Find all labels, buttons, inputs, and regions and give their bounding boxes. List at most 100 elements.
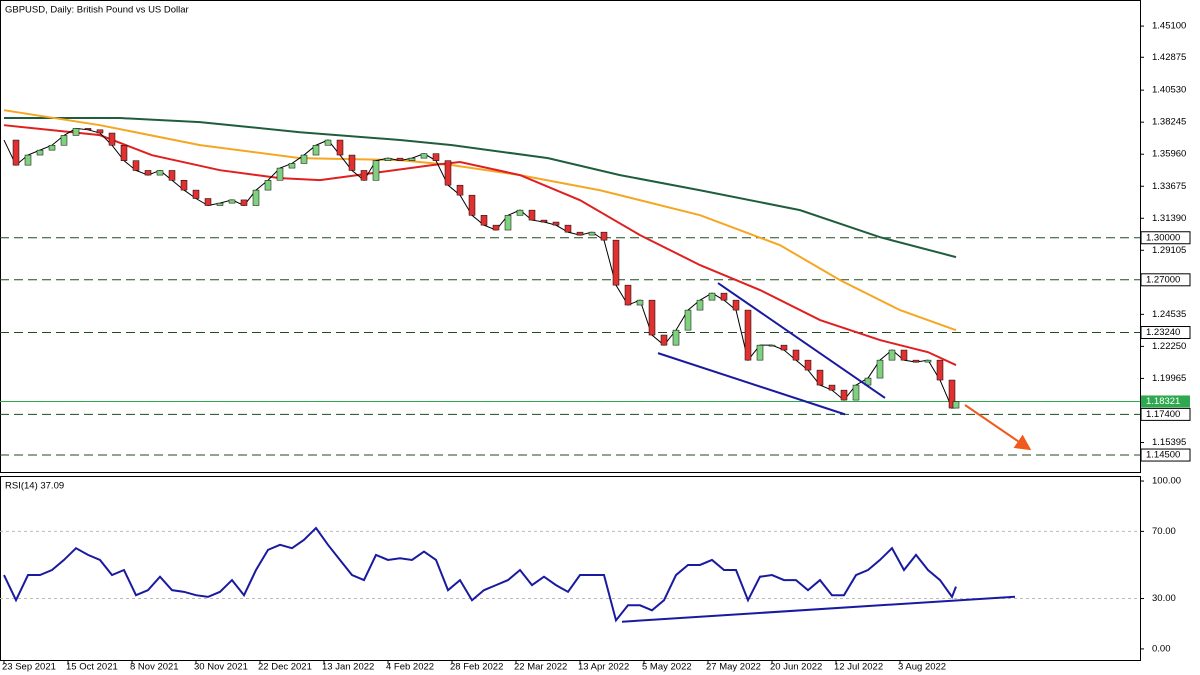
trendline <box>657 352 846 416</box>
x-tick-label: 30 Nov 2021 <box>194 662 248 673</box>
candle <box>372 160 380 181</box>
candle <box>180 180 188 191</box>
candle <box>396 157 404 161</box>
candle <box>804 359 812 371</box>
moving-average <box>3 124 957 366</box>
candle <box>48 144 56 151</box>
candle <box>672 329 680 346</box>
level-box <box>1140 448 1191 462</box>
panel-title: GBPUSD, Daily: British Pound vs US Dolla… <box>5 5 189 16</box>
candle <box>36 149 44 156</box>
level-box <box>1140 273 1191 287</box>
candle <box>276 167 284 181</box>
candle <box>144 170 152 176</box>
candle <box>468 194 476 216</box>
candle <box>264 180 272 191</box>
y-tick-label: 1.35960 <box>1152 149 1186 160</box>
candle <box>312 144 320 156</box>
y-tick-label: 0.00 <box>1152 643 1171 654</box>
x-tick-label: 8 Nov 2021 <box>130 662 179 673</box>
level-label: 1.17400 <box>1146 409 1180 420</box>
candle <box>444 160 452 186</box>
candle <box>432 153 440 161</box>
y-tick-label: 1.42875 <box>1152 52 1186 63</box>
y-tick-label: 30.00 <box>1152 593 1176 604</box>
x-tick-label: 5 May 2022 <box>642 662 692 673</box>
candle <box>888 349 896 361</box>
candle <box>156 170 164 176</box>
y-tick-label: 100.00 <box>1152 476 1181 487</box>
candle <box>816 369 824 386</box>
candle <box>528 209 536 221</box>
x-tick-label: 22 Dec 2021 <box>258 662 312 673</box>
candle <box>720 292 728 301</box>
candle <box>216 202 224 206</box>
candle <box>900 349 908 361</box>
x-tick-label: 13 Jan 2022 <box>322 662 374 673</box>
candle <box>288 163 296 169</box>
moving-average <box>4 117 957 259</box>
x-tick-label: 3 Aug 2022 <box>898 662 946 673</box>
x-tick-label: 28 Feb 2022 <box>450 662 503 673</box>
candle <box>768 344 776 347</box>
level-label: 1.27000 <box>1146 274 1180 285</box>
panel-title: RSI(14) 37.09 <box>5 481 64 492</box>
x-tick-label: 22 Mar 2022 <box>514 662 567 673</box>
candle <box>648 299 656 336</box>
x-tick-label: 20 Jun 2022 <box>770 662 822 673</box>
arrow <box>964 404 1032 451</box>
candle <box>204 198 212 206</box>
candle <box>324 139 332 146</box>
y-tick-label: 1.24535 <box>1152 309 1186 320</box>
candle <box>336 139 344 156</box>
candle <box>600 231 608 241</box>
candle <box>564 224 572 233</box>
y-tick-label: 1.31390 <box>1152 213 1186 224</box>
candle <box>612 239 620 286</box>
x-tick-label: 27 May 2022 <box>706 662 761 673</box>
candle <box>876 359 884 379</box>
candle <box>708 292 716 301</box>
candle <box>120 144 128 161</box>
y-tick-label: 1.40530 <box>1152 85 1186 96</box>
candle <box>420 153 428 159</box>
x-tick-label: 12 Jul 2022 <box>834 662 883 673</box>
x-tick-label: 15 Oct 2021 <box>66 662 118 673</box>
candle <box>384 157 392 161</box>
candle <box>780 344 788 351</box>
candle <box>756 344 764 361</box>
y-tick-label: 1.29105 <box>1152 245 1186 256</box>
rsi-panel <box>0 476 1141 661</box>
candle <box>952 401 960 409</box>
candle <box>852 384 860 401</box>
candle <box>168 170 176 181</box>
rsi-line <box>3 526 957 623</box>
candle <box>360 170 368 181</box>
trendline <box>621 595 1016 623</box>
candle <box>252 189 260 206</box>
level-box <box>1140 231 1191 245</box>
candle <box>84 128 92 131</box>
y-tick-label: 1.45100 <box>1152 21 1186 32</box>
candle <box>732 299 740 311</box>
candle <box>300 154 308 164</box>
candle <box>516 209 524 216</box>
candle <box>948 379 956 409</box>
candle <box>492 224 500 231</box>
candle <box>936 359 944 381</box>
candle <box>60 135 68 146</box>
y-tick-label: 70.00 <box>1152 526 1176 537</box>
candle <box>840 389 848 401</box>
candle <box>72 128 80 136</box>
candle <box>624 284 632 306</box>
candle <box>12 139 20 166</box>
candle <box>744 309 752 361</box>
candle <box>228 199 236 204</box>
candle <box>792 349 800 361</box>
candle <box>828 384 836 391</box>
candle <box>408 157 416 161</box>
level-box <box>1140 326 1191 340</box>
candle <box>540 219 548 223</box>
candle <box>480 215 488 226</box>
